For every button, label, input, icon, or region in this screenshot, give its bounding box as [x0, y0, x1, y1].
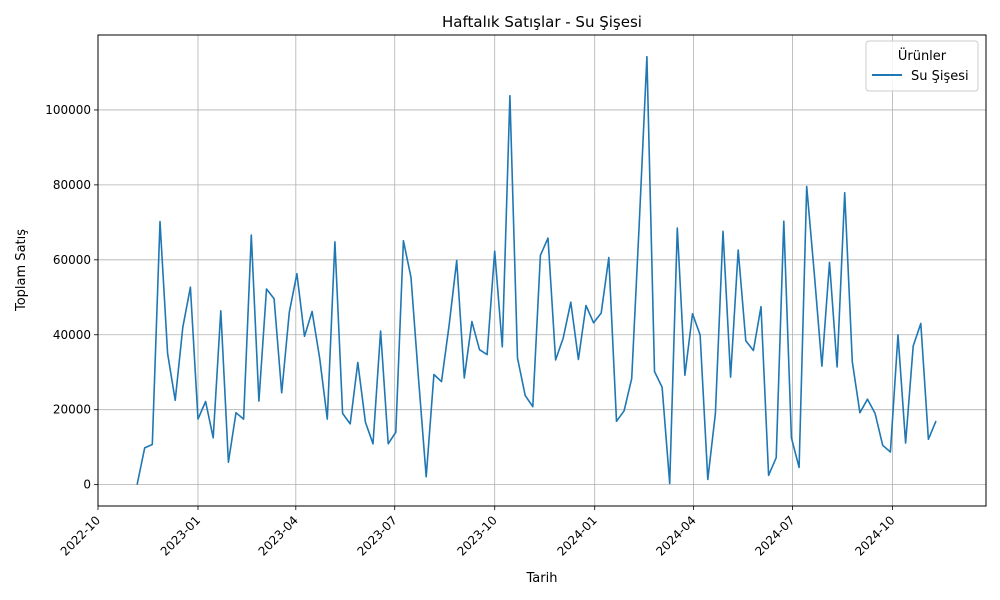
y-tick-label: 60000 [53, 253, 91, 267]
y-tick-label: 100000 [45, 103, 91, 117]
series-line [136, 55, 937, 485]
y-axis: 0 20000 40000 60000 80000 100000 [45, 103, 98, 492]
y-tick-label: 0 [83, 478, 91, 492]
x-axis-label: Tarih [526, 571, 558, 586]
grid [97, 35, 986, 506]
y-tick-label: 40000 [53, 328, 91, 342]
legend-title: Ürünler [898, 47, 947, 64]
y-tick-label: 20000 [53, 403, 91, 417]
plot-frame [97, 34, 987, 507]
legend-entry-label: Su Şişesi [911, 69, 969, 84]
y-axis-label: Toplam Satış [14, 229, 29, 312]
series-layer [136, 55, 937, 485]
chart-title: Haftalık Satışlar - Su Şişesi [442, 13, 642, 31]
y-tick-label: 80000 [53, 178, 91, 192]
legend: Ürünler Su Şişesi [865, 40, 979, 92]
legend-box [865, 40, 979, 92]
